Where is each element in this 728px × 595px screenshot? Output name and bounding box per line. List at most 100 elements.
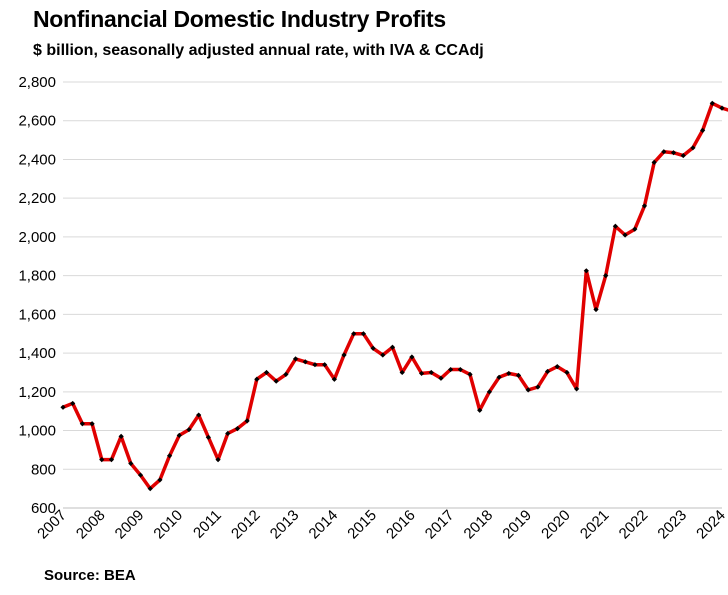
data-point [612, 223, 618, 229]
x-tick-label: 2013 [267, 507, 303, 543]
data-point [302, 359, 308, 365]
data-point [690, 145, 696, 151]
data-point [641, 203, 648, 209]
data-point [60, 404, 66, 410]
data-point [370, 345, 376, 351]
chart-subtitle: $ billion, seasonally adjusted annual ra… [33, 42, 484, 59]
data-point [167, 453, 173, 459]
data-point [215, 456, 221, 463]
data-point [525, 387, 531, 393]
data-point [486, 389, 493, 395]
data-point [467, 371, 473, 377]
data-point [341, 352, 347, 358]
x-tick-label: 2008 [73, 507, 109, 543]
data-point [118, 433, 124, 439]
source-note: Source: BEA [44, 567, 136, 584]
data-point [263, 369, 270, 376]
profits-series-line [62, 101, 728, 491]
y-tick-label: 2,600 [18, 113, 56, 130]
x-tick-label: 2021 [577, 507, 613, 543]
x-tick-label: 2012 [228, 507, 264, 543]
data-point [176, 432, 182, 438]
x-tick-label: 2023 [654, 507, 690, 543]
data-point [535, 384, 541, 390]
data-point [157, 477, 163, 483]
x-tick-label: 2017 [422, 507, 458, 543]
x-tick-label: 2014 [306, 507, 342, 543]
x-tick-label: 2019 [499, 507, 535, 543]
y-tick-label: 1,400 [18, 345, 56, 362]
y-tick-label: 2,400 [18, 151, 56, 168]
data-point [583, 268, 589, 274]
data-point [196, 412, 202, 418]
data-point [496, 374, 502, 380]
y-tick-label: 2,200 [18, 190, 56, 207]
data-point [700, 127, 706, 134]
data-point [651, 159, 657, 165]
data-point [225, 430, 231, 437]
data-point [389, 344, 396, 350]
y-tick-label: 2,000 [18, 229, 56, 246]
data-point [254, 376, 260, 382]
y-tick-label: 800 [31, 461, 56, 478]
x-tick-label: 2022 [616, 507, 652, 543]
chart-title: Nonfinancial Domestic Industry Profits [33, 6, 446, 32]
data-point [709, 100, 715, 106]
data-point [380, 352, 386, 358]
data-point [351, 331, 357, 337]
y-tick-label: 1,600 [18, 306, 56, 323]
y-tick-label: 2,800 [18, 74, 56, 91]
data-point [128, 460, 134, 467]
y-axis-tick-labels: 600 800 1,000 1,200 1,400 1,600 1,800 2,000 2,20… [18, 74, 56, 517]
x-tick-label: 2020 [538, 507, 574, 543]
data-point [515, 372, 522, 378]
x-tick-label: 2009 [112, 507, 148, 543]
x-tick-label: 2018 [461, 507, 497, 543]
data-point [554, 364, 560, 370]
data-point [292, 356, 299, 362]
data-point [428, 369, 434, 376]
data-point [680, 152, 686, 159]
data-point [89, 421, 95, 427]
y-tick-label: 1,800 [18, 268, 56, 285]
data-point [418, 370, 425, 377]
data-point [661, 149, 667, 155]
data-point [632, 226, 638, 232]
data-point [603, 273, 609, 279]
data-point [283, 371, 289, 377]
x-tick-label: 2011 [190, 507, 225, 542]
y-tick-label: 1,200 [18, 384, 56, 401]
data-point [448, 366, 454, 373]
data-point [273, 378, 279, 384]
data-point [108, 456, 115, 463]
data-point [147, 486, 153, 492]
data-point [670, 150, 677, 156]
data-point [477, 407, 483, 413]
x-tick-label: 2010 [151, 507, 187, 543]
data-point [70, 400, 76, 407]
data-point [719, 105, 725, 111]
x-tick-label: 2016 [383, 507, 419, 543]
data-point [360, 331, 367, 337]
x-axis-tick-labels: 2007 2008 2009 2010 2011 2012 2013 2014 2015 2016… [34, 507, 728, 543]
data-point [438, 375, 444, 381]
data-point [205, 434, 211, 440]
data-point [79, 421, 85, 427]
data-point [564, 369, 570, 376]
data-point [593, 306, 599, 313]
data-point [186, 426, 192, 433]
data-point [322, 362, 328, 368]
data-point [331, 376, 337, 382]
x-tick-label: 2015 [344, 507, 380, 543]
y-tick-label: 1,000 [18, 423, 56, 440]
data-point [506, 370, 512, 377]
data-point [409, 354, 415, 360]
data-point [457, 366, 463, 373]
data-point [234, 426, 241, 432]
data-point [574, 386, 580, 392]
data-point [544, 368, 551, 375]
data-point [137, 472, 144, 478]
data-point [99, 456, 105, 463]
data-point [244, 418, 250, 424]
y-tick-label: 600 [31, 500, 56, 517]
